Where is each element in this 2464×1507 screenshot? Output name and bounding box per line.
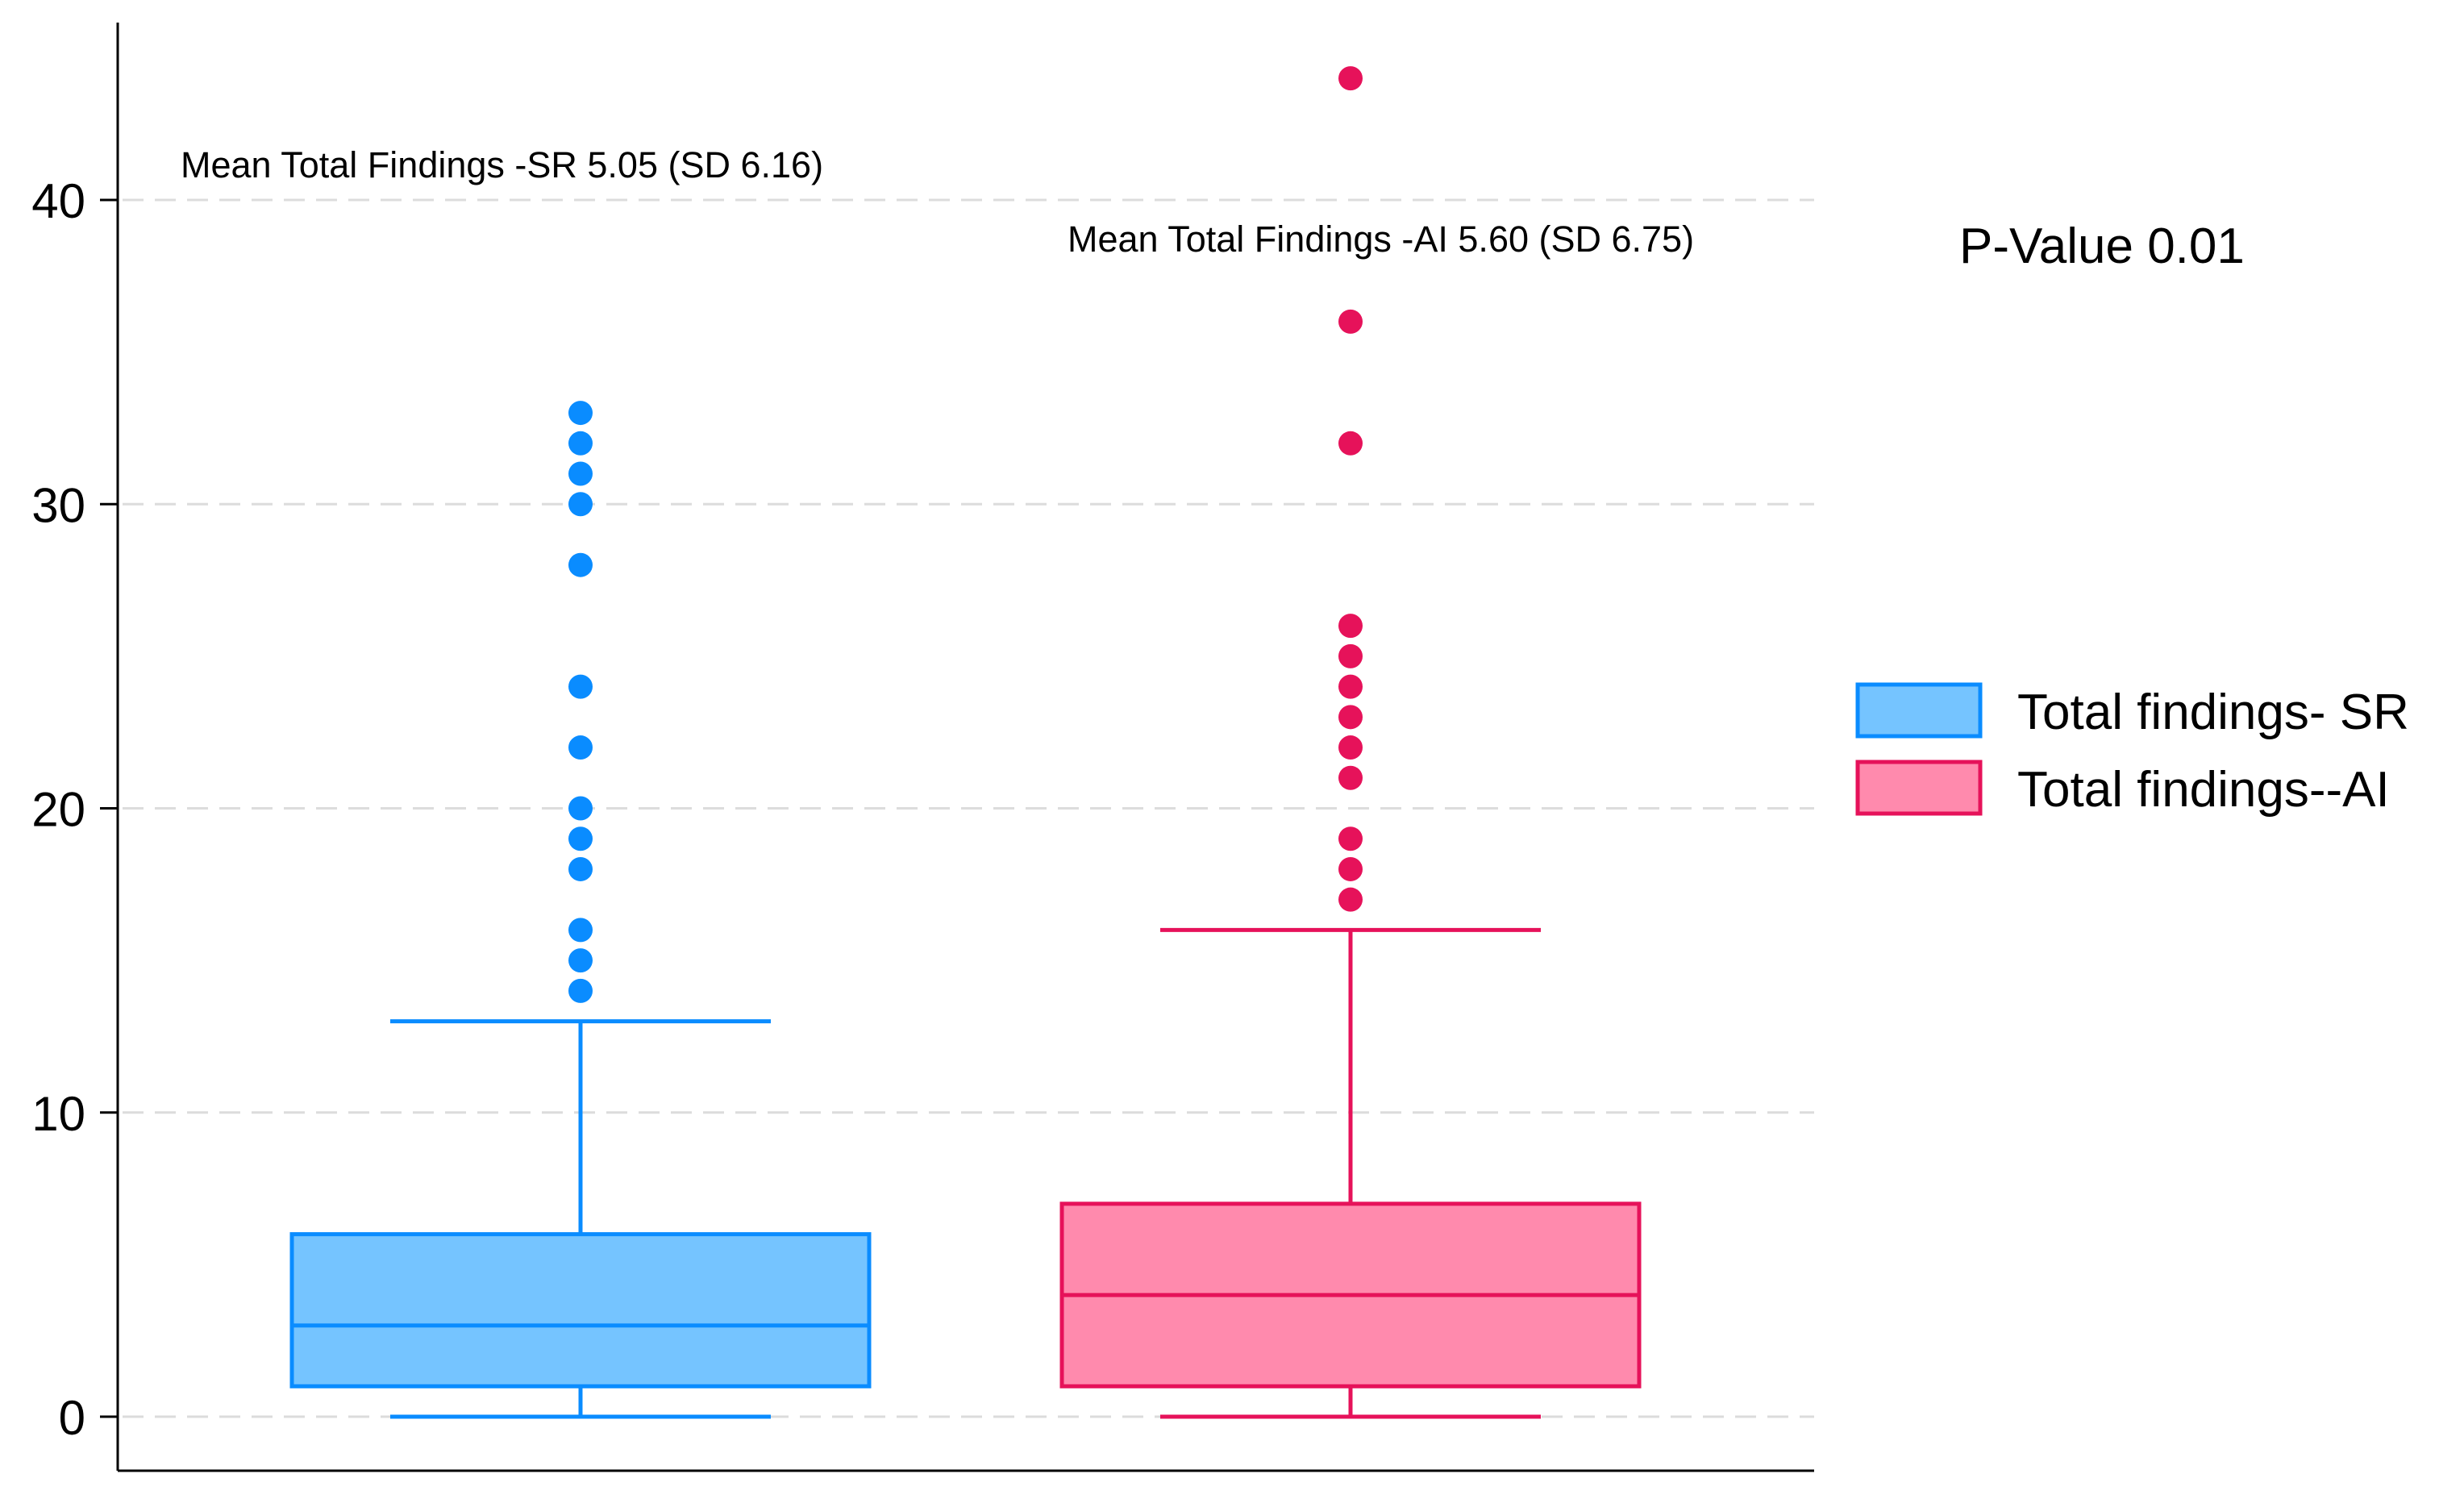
outlier-point bbox=[1338, 765, 1363, 790]
grid-lines bbox=[123, 198, 1814, 1418]
outlier-point bbox=[568, 856, 593, 881]
outlier-point bbox=[1338, 66, 1363, 91]
annotation-mean-sr: Mean Total Findings -SR 5.05 (SD 6.16) bbox=[181, 144, 823, 185]
outlier-point bbox=[568, 431, 593, 456]
outlier-point bbox=[1338, 614, 1363, 639]
boxes bbox=[289, 66, 1642, 1419]
legend-swatch-ai bbox=[1855, 760, 1983, 816]
outlier-point bbox=[1338, 674, 1363, 699]
outlier-point bbox=[1338, 705, 1363, 730]
annotations: Mean Total Findings -SR 5.05 (SD 6.16) M… bbox=[181, 144, 2245, 274]
outlier-point bbox=[568, 735, 593, 760]
axes bbox=[116, 23, 1814, 1472]
outlier-point bbox=[568, 492, 593, 517]
outlier-point bbox=[1338, 735, 1363, 760]
iqr-box bbox=[289, 1232, 872, 1388]
outlier-point bbox=[568, 552, 593, 577]
legend-swatch-sr bbox=[1855, 682, 1983, 739]
outlier-point bbox=[568, 674, 593, 699]
outlier-point bbox=[568, 948, 593, 973]
legend-label-ai: Total findings--AI bbox=[2017, 762, 2390, 818]
y-tick-label-30: 30 bbox=[31, 478, 85, 532]
box-series-sr bbox=[289, 401, 872, 1419]
outlier-point bbox=[1338, 826, 1363, 851]
outlier-point bbox=[568, 826, 593, 851]
outlier-point bbox=[1338, 887, 1363, 912]
y-tick-label-0: 0 bbox=[59, 1391, 85, 1445]
outlier-point bbox=[1338, 309, 1363, 334]
annotation-mean-ai: Mean Total Findings -AI 5.60 (SD 6.75) bbox=[1068, 219, 1694, 260]
y-tick-label-10: 10 bbox=[31, 1087, 85, 1141]
box-series-ai bbox=[1059, 66, 1642, 1419]
y-tick-label-20: 20 bbox=[31, 783, 85, 837]
y-axis-ticks: 0 10 20 30 40 bbox=[31, 174, 118, 1445]
outlier-point bbox=[568, 796, 593, 821]
legend: Total findings- SR Total findings--AI bbox=[1855, 682, 2409, 818]
outlier-point bbox=[568, 461, 593, 486]
outlier-point bbox=[1338, 856, 1363, 881]
outlier-point bbox=[1338, 643, 1363, 668]
outlier-point bbox=[568, 401, 593, 426]
annotation-p-value: P-Value 0.01 bbox=[1959, 219, 2245, 274]
outlier-point bbox=[1338, 431, 1363, 456]
outlier-point bbox=[568, 978, 593, 1003]
legend-label-sr: Total findings- SR bbox=[2017, 685, 2409, 740]
y-tick-label-40: 40 bbox=[31, 174, 85, 228]
outlier-point bbox=[568, 918, 593, 943]
